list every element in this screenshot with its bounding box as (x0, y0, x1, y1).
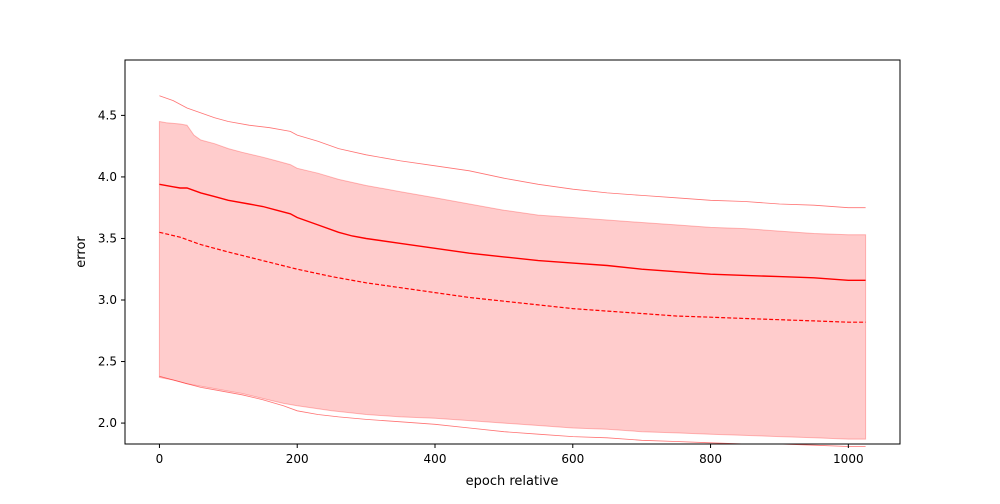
y-ticks: 2.0 2.5 3.0 3.5 4.0 4.5 (98, 108, 125, 430)
series-line-4-thin (159, 375, 866, 447)
y-tick-label: 2.0 (98, 416, 117, 430)
plot-frame (124, 59, 901, 445)
band-layer (158, 120, 867, 440)
x-tick-label: 1000 (833, 452, 864, 466)
x-tick-label: 400 (424, 452, 447, 466)
y-axis-label: error (74, 236, 89, 268)
series-layer (159, 95, 866, 447)
shaded-band (158, 120, 867, 440)
x-tick-label: 800 (699, 452, 722, 466)
y-tick-label: 2.5 (98, 355, 117, 369)
x-tick-label: 0 (156, 452, 164, 466)
x-ticks: 0 200 400 600 800 1000 (156, 444, 864, 466)
x-tick-label: 200 (286, 452, 309, 466)
y-tick-label: 4.0 (98, 170, 117, 184)
y-tick-label: 3.5 (98, 231, 117, 245)
x-axis-label: epoch relative (466, 474, 559, 489)
y-tick-label: 3.0 (98, 293, 117, 307)
x-tick-label: 600 (561, 452, 584, 466)
y-tick-label: 4.5 (98, 108, 117, 122)
series-line-3-thin (159, 95, 866, 209)
series-line-1-solid (159, 183, 866, 281)
